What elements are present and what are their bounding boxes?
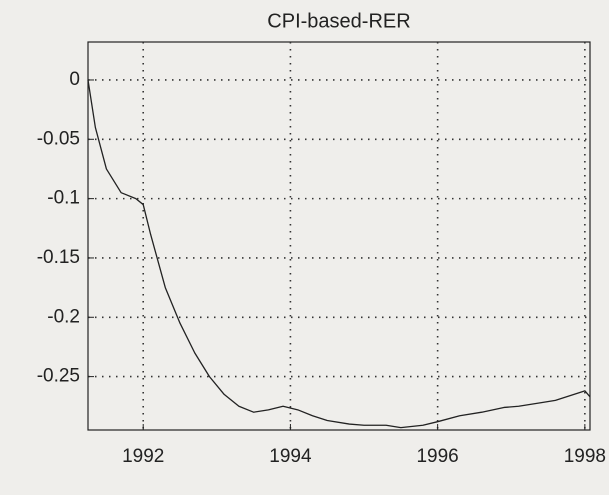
y-tick-label: 0 xyxy=(69,69,80,90)
x-tick-label: 1998 xyxy=(564,446,606,467)
y-tick-label: -0.2 xyxy=(47,306,80,327)
data-line xyxy=(87,79,591,429)
x-tick-label: 1992 xyxy=(122,446,164,467)
y-tick-label: -0.1 xyxy=(47,188,80,209)
plot-frame xyxy=(87,41,591,431)
chart-title: CPI-based-RER xyxy=(267,10,410,32)
y-tick-label: -0.15 xyxy=(37,247,80,268)
y-tick-label: -0.05 xyxy=(37,128,80,149)
x-tick-label: 1994 xyxy=(269,446,312,467)
x-tick-label: 1996 xyxy=(416,446,458,467)
y-tick-label: -0.25 xyxy=(37,366,80,387)
